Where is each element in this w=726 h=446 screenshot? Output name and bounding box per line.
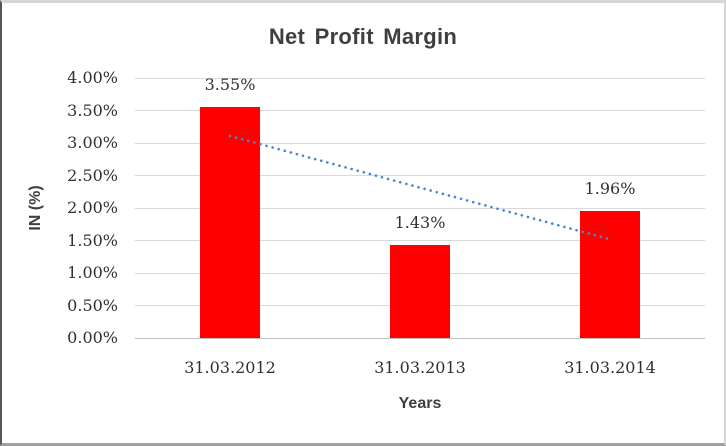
plot-area: 3.55% 1.43% 1.96% <box>135 75 705 339</box>
bar-value-label: 1.96% <box>584 178 636 198</box>
y-tick-label: 2.00% <box>67 198 118 217</box>
y-tick-label: 3.00% <box>67 133 118 152</box>
gridline <box>135 207 705 209</box>
gridline <box>135 240 705 241</box>
bar <box>200 107 260 338</box>
x-category-label: 31.03.2014 <box>564 358 656 377</box>
x-category-label: 31.03.2013 <box>374 358 466 377</box>
y-tick-label: 4.00% <box>67 68 118 87</box>
y-tick-label: 1.50% <box>67 230 118 250</box>
bar <box>580 210 640 338</box>
gridline <box>135 77 705 79</box>
gridline <box>135 110 705 111</box>
gridline <box>135 175 705 176</box>
gridline <box>135 142 705 144</box>
trendline-dotted-line <box>228 134 612 241</box>
bar-value-label: 1.43% <box>394 213 446 233</box>
x-category-label: 31.03.2012 <box>184 358 276 377</box>
y-tick-label: 1.00% <box>67 263 118 282</box>
x-axis-title: Years <box>398 395 442 412</box>
bar <box>390 245 450 338</box>
y-tick-label: 0.50% <box>67 295 118 315</box>
y-tick-label: 3.50% <box>67 100 118 120</box>
y-tick-label: 2.50% <box>67 165 118 185</box>
bar-value-label: 3.55% <box>204 75 256 95</box>
y-tick-label: 0.00% <box>67 328 118 347</box>
trendline <box>228 134 612 241</box>
x-axis-line <box>135 337 705 339</box>
chart-title: Net Profit Margin <box>268 24 458 49</box>
